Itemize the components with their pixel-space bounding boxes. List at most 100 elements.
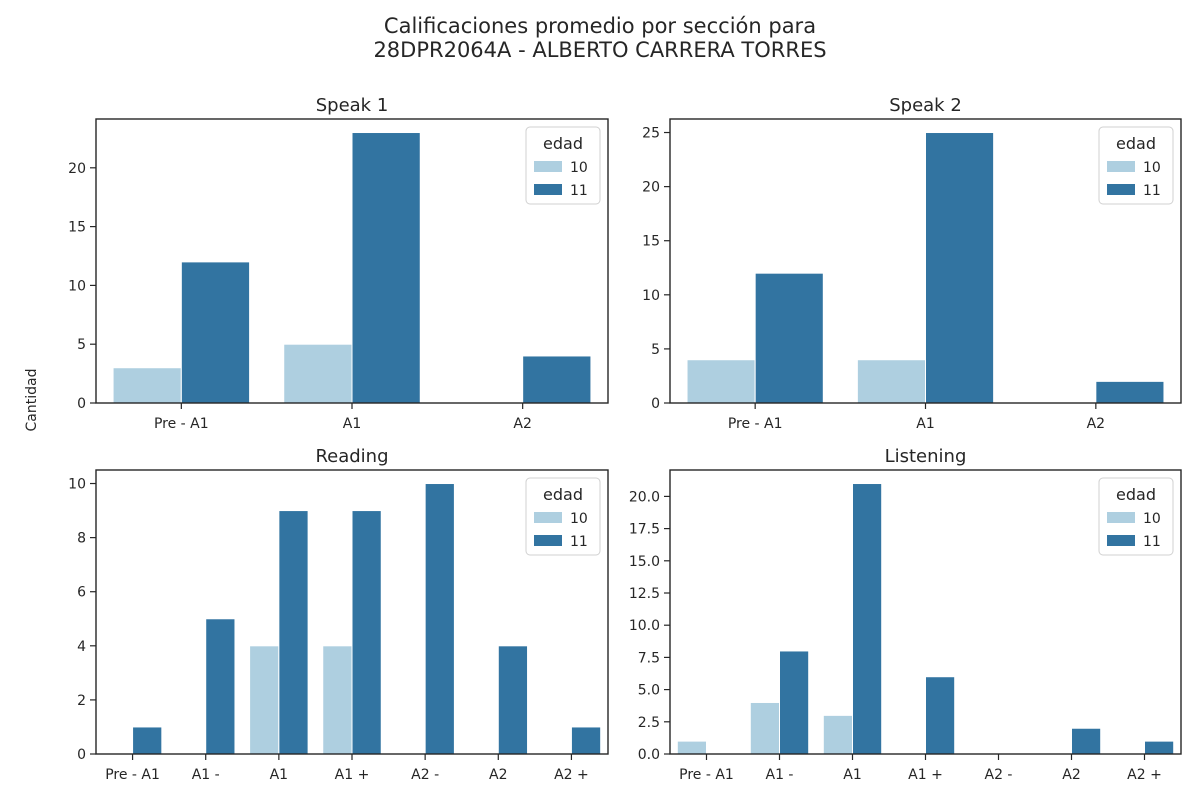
y-tick-label: 4 [77,639,86,655]
x-tick-label: A1 [843,767,861,783]
y-tick-label: 20 [642,180,660,196]
y-tick-label: 5.0 [638,683,660,699]
legend-swatch-10 [534,161,562,172]
x-tick-label: A2 - [411,767,439,783]
y-tick-label: 17.5 [629,522,660,538]
bar-a1-edad-11 [278,510,309,755]
legend-title: edad [1116,485,1156,504]
y-tick-label: 7.5 [638,650,660,666]
legend-swatch-11 [1107,184,1135,195]
y-tick-label: 15.0 [629,554,660,570]
chart-title: Speak 2 [889,95,962,116]
figure-title-line-2: 28DPR2064A - ALBERTO CARRERA TORRES [373,38,827,62]
legend-swatch-10 [1107,161,1135,172]
bar-a1-edad-10 [856,359,926,404]
x-tick-label: A2 [1062,767,1080,783]
y-tick-label: 0 [77,396,86,412]
x-tick-label: A2 + [1127,767,1162,783]
x-tick-label: A1 [916,416,934,432]
y-tick-label: 15 [68,220,86,236]
x-tick-label: A2 [1087,416,1105,432]
x-tick-label: A1 [270,767,288,783]
y-tick-label: 20.0 [629,489,660,505]
legend-swatch-11 [534,535,562,546]
y-tick-label: 6 [77,585,86,601]
bar-pre-a1-edad-11 [180,261,251,404]
bar-a1-edad-11 [205,618,236,755]
x-tick-label: Pre - A1 [154,416,209,432]
bar-a2-edad-11 [1071,727,1102,755]
legend-title: edad [543,485,583,504]
figure-title-line-1: Calificaciones promedio por sección para [383,14,817,38]
y-tick-label: 8 [77,531,86,547]
axes-frame [669,118,1182,404]
bar-a1-edad-11 [351,510,382,755]
legend-label-11: 11 [1143,183,1161,199]
axes-frame [95,118,609,404]
legend-title: edad [543,134,583,153]
x-tick-label: A2 [489,767,507,783]
y-tick-label: 0.0 [638,747,660,763]
legend-label-11: 11 [570,183,588,199]
bar-pre-a1-edad-11 [754,272,824,404]
y-tick-label: 10 [642,288,660,304]
figure-title: Calificaciones promedio por sección para… [0,14,1200,62]
legend-title: edad [1116,134,1156,153]
y-tick-label: 25 [642,126,660,142]
chart-title: Speak 1 [316,95,389,116]
legend-swatch-10 [534,512,562,523]
bar-pre-a1-edad-10 [676,740,707,755]
bar-pre-a1-edad-10 [686,359,756,404]
legend-swatch-10 [1107,512,1135,523]
y-tick-label: 2 [77,693,86,709]
bar-a1-edad-11 [852,483,883,755]
y-tick-label: 20 [68,161,86,177]
axes-frame [95,469,609,755]
chart-title: Reading [315,446,388,467]
x-tick-label: Pre - A1 [728,416,783,432]
x-tick-label: A2 [513,416,531,432]
y-tick-label: 0 [651,396,660,412]
x-tick-label: A1 + [908,767,943,783]
y-tick-label: 12.5 [629,586,660,602]
axes-frame [669,469,1182,755]
y-tick-label: 5 [651,342,660,358]
y-tick-label: 10 [68,477,86,493]
legend-label-11: 11 [1143,534,1161,550]
chart-title: Listening [885,446,967,467]
legend-label-10: 10 [570,511,588,527]
legend-label-10: 10 [1143,160,1161,176]
bar-a1-edad-10 [749,701,780,755]
bar-a1-edad-11 [925,676,956,755]
y-tick-label: 10.0 [629,618,660,634]
bar-a1-edad-10 [822,714,853,755]
bar-pre-a1-edad-11 [132,726,163,755]
bar-a2-edad-11 [522,355,592,404]
x-tick-label: A1 + [335,767,370,783]
x-tick-label: Pre - A1 [679,767,734,783]
bar-a2-edad-11 [570,726,602,755]
x-tick-label: A2 - [985,767,1013,783]
bar-a1-edad-11 [925,132,995,404]
bar-a1-edad-11 [351,132,421,404]
legend-swatch-11 [1107,535,1135,546]
legend-swatch-11 [534,184,562,195]
bar-a2-edad-11 [1144,740,1175,755]
bar-a1-edad-10 [249,645,280,755]
y-tick-label: 10 [68,278,86,294]
y-tick-label: 5 [77,337,86,353]
x-tick-label: A2 + [554,767,589,783]
legend-label-10: 10 [570,160,588,176]
x-tick-label: A1 - [192,767,220,783]
y-tick-label: 0 [77,747,86,763]
legend-label-10: 10 [1143,511,1161,527]
x-tick-label: Pre - A1 [105,767,160,783]
bar-a2-edad-11 [424,483,455,755]
legend-label-11: 11 [570,534,588,550]
bar-a1-edad-11 [779,650,810,755]
